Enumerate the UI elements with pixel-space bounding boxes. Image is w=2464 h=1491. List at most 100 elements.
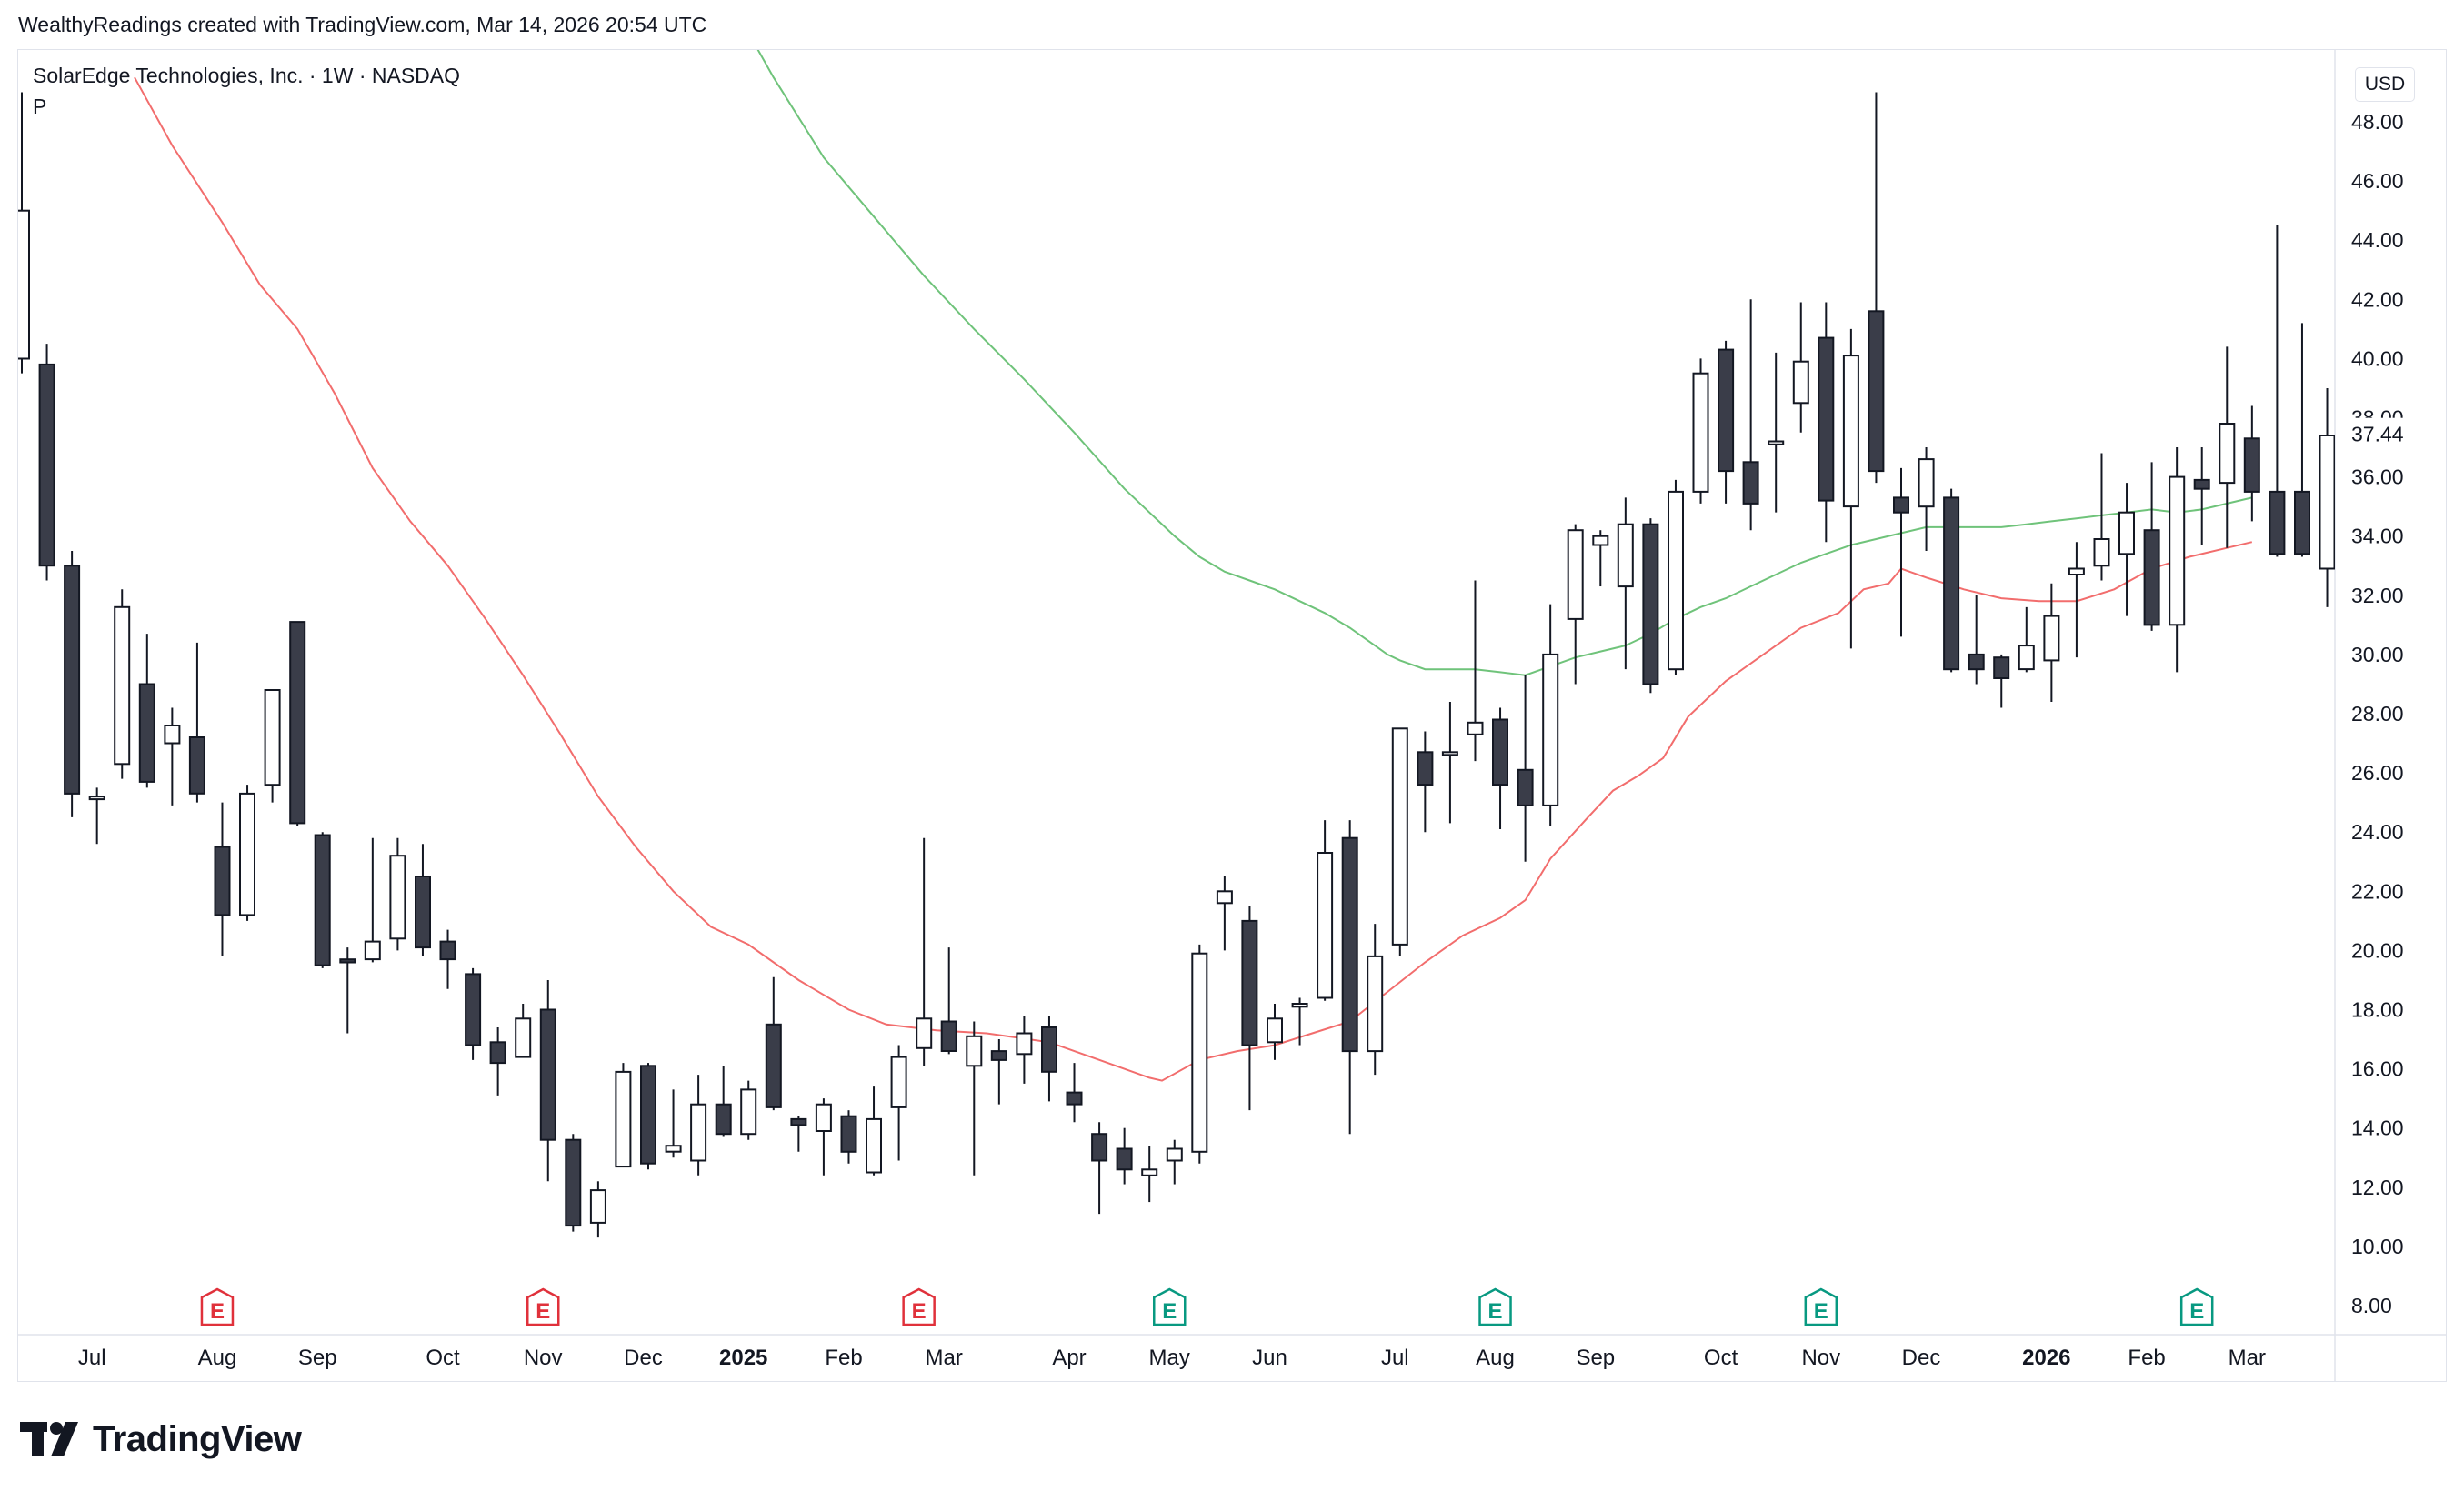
candle (1993, 654, 2010, 708)
y-tick-label: 10.00 (2351, 1235, 2404, 1258)
candle-body (1016, 1032, 1033, 1056)
candle-body (990, 1050, 1007, 1061)
candle (2093, 453, 2110, 581)
candle (339, 947, 356, 1034)
currency-button[interactable]: USD (2355, 67, 2415, 102)
candle-body (940, 1020, 957, 1052)
x-tick-label: Aug (198, 1346, 237, 1370)
candle-body (1066, 1091, 1083, 1106)
candle (18, 92, 30, 374)
x-tick-label: Sep (298, 1346, 337, 1370)
candle (916, 837, 933, 1066)
candle (715, 1066, 732, 1137)
candle-body (1367, 955, 1384, 1053)
y-tick-label: 24.00 (2351, 820, 2404, 844)
candle-body (439, 940, 456, 961)
candle-body (1642, 523, 1659, 685)
earnings-marker-shape (526, 1287, 560, 1326)
candle (1241, 906, 1258, 1111)
candle-body (665, 1145, 682, 1153)
candle-body (465, 973, 482, 1046)
candle-body (1542, 653, 1559, 806)
earnings-marker-shape (1804, 1287, 1838, 1326)
candle (1191, 944, 1208, 1164)
candle (1893, 467, 1909, 637)
candle-body (415, 876, 431, 949)
candle-body (114, 605, 131, 766)
candle-body (489, 1041, 506, 1065)
candle (615, 1063, 632, 1168)
x-tick-label: Apr (1052, 1346, 1086, 1370)
chart-frame (17, 49, 2447, 1382)
earnings-marker[interactable]: E (1153, 1287, 1187, 1326)
candle-body (1317, 852, 1334, 999)
candle-body (1918, 458, 1935, 508)
candle (2243, 405, 2260, 522)
candle-body (239, 792, 255, 916)
candle-body (1191, 952, 1208, 1153)
candle (1692, 358, 1709, 504)
earnings-marker[interactable]: E (200, 1287, 235, 1326)
earnings-marker[interactable]: E (526, 1287, 560, 1326)
candle-body (1668, 490, 1684, 671)
candle-body (790, 1117, 807, 1126)
candle (1567, 524, 1584, 685)
candle (465, 967, 482, 1060)
candle-body (1492, 718, 1508, 786)
candle-body (1041, 1026, 1057, 1073)
candle (415, 844, 431, 956)
y-tick-label: 36.00 (2351, 465, 2404, 489)
attribution-text: WealthyReadings created with TradingView… (18, 13, 707, 36)
candle-body (2269, 490, 2286, 555)
candle (2043, 583, 2060, 702)
y-tick-label: 18.00 (2351, 998, 2404, 1022)
x-tick-label: Oct (1704, 1346, 1738, 1370)
candle-body (1968, 653, 1985, 671)
candle (489, 1027, 506, 1096)
candle (239, 785, 255, 921)
candle-body (916, 1017, 933, 1049)
candle (138, 634, 155, 788)
earnings-marker[interactable]: E (902, 1287, 936, 1326)
candle-body (2219, 423, 2236, 485)
candle-body (815, 1103, 832, 1132)
x-tick-label: Oct (426, 1346, 460, 1370)
candle-body (2068, 567, 2085, 575)
x-tick-label: 2025 (719, 1346, 767, 1370)
candle-body (1718, 348, 1735, 473)
candle (690, 1075, 707, 1176)
candle-body (2193, 478, 2210, 490)
x-tick-label: Mar (2229, 1346, 2266, 1370)
earnings-marker-shape (1478, 1287, 1512, 1326)
x-tick-label: Aug (1476, 1346, 1515, 1370)
brand-name: TradingView (93, 1418, 302, 1459)
earnings-marker[interactable]: E (1804, 1287, 1838, 1326)
candle-body (188, 736, 205, 795)
candle (364, 837, 381, 963)
candle-body (1166, 1147, 1183, 1162)
candle (1768, 352, 1785, 513)
candle (890, 1045, 907, 1161)
candle (188, 642, 205, 803)
candle-body (314, 834, 331, 966)
earnings-marker-label: E (2189, 1299, 2204, 1324)
candle-body (38, 363, 55, 567)
moving-average-line-1 (134, 76, 2253, 1082)
candle-body (589, 1189, 606, 1224)
candle-body (88, 796, 105, 801)
candle-body (1842, 355, 1859, 508)
candle (1291, 997, 1308, 1046)
x-tick-label: Nov (1801, 1346, 1840, 1370)
candle (1842, 328, 1859, 649)
candle (765, 976, 782, 1111)
candle (1267, 1003, 1283, 1060)
y-tick-label: 42.00 (2351, 287, 2404, 311)
earnings-marker[interactable]: E (1478, 1287, 1512, 1326)
candle (2219, 346, 2236, 548)
candle-body (1241, 919, 1258, 1046)
candle-body (64, 565, 81, 795)
tradingview-logo[interactable]: TradingView (20, 1416, 302, 1462)
candle (2118, 483, 2135, 616)
earnings-marker[interactable]: E (2179, 1287, 2214, 1326)
